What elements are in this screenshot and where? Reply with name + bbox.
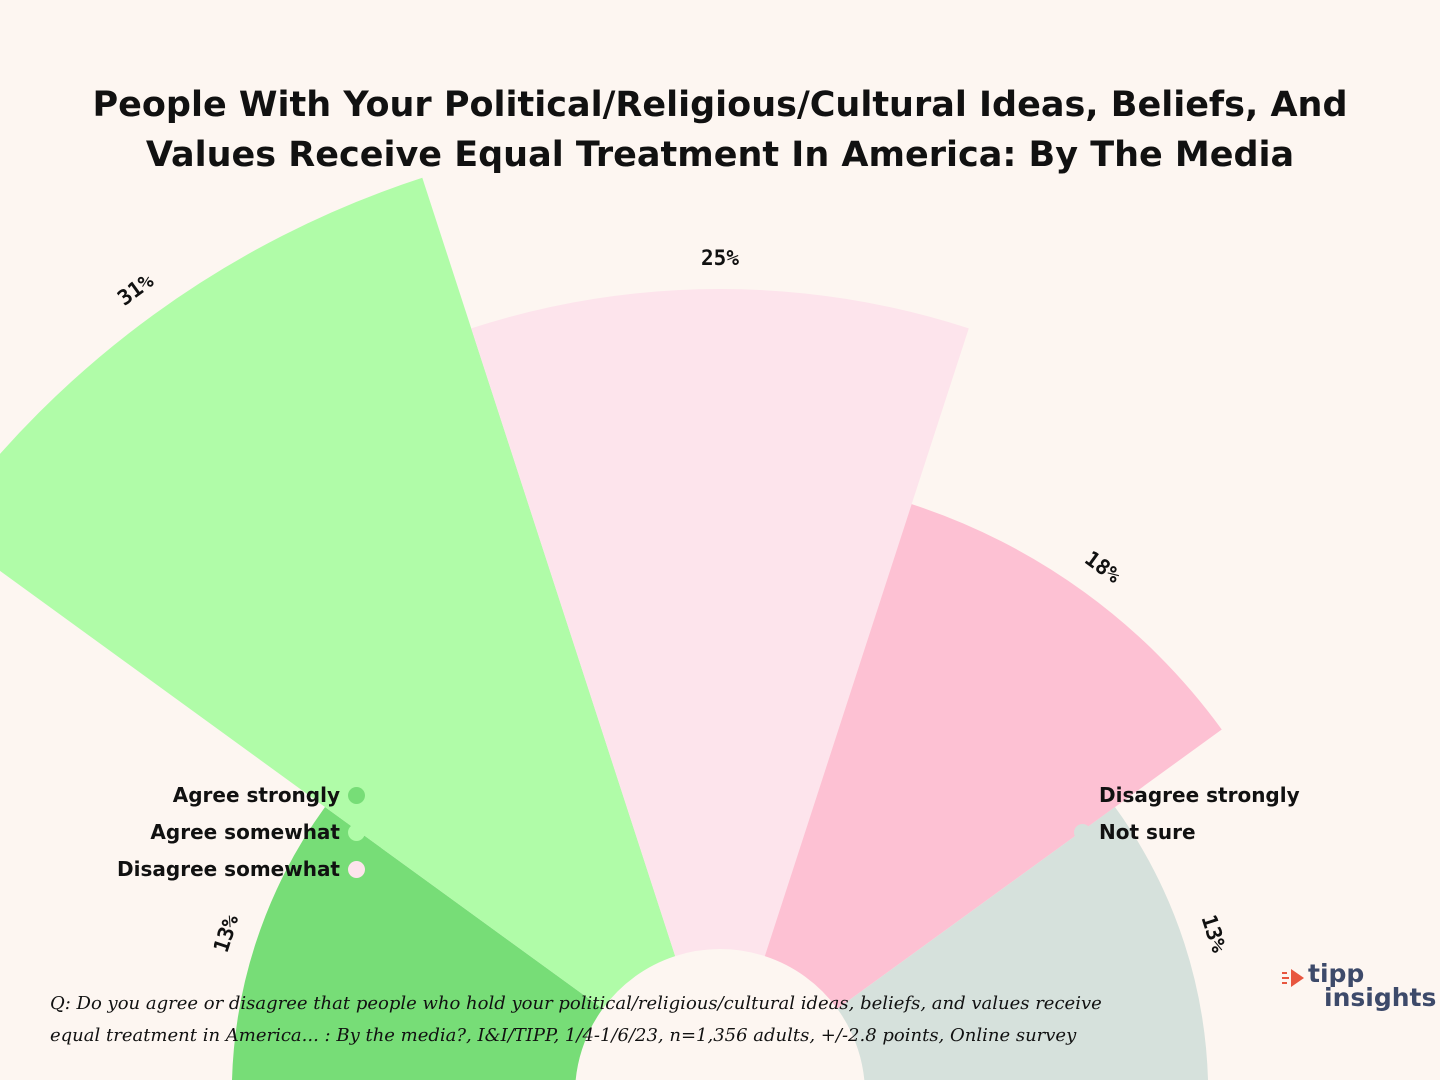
legend-swatch: [1074, 786, 1091, 804]
chart-value-label: 31%: [113, 268, 158, 310]
brand-line-1: tipp: [1308, 959, 1365, 988]
brand-line-2: insights: [1324, 983, 1437, 1012]
brand-wordmark: tipp insights: [1308, 959, 1437, 1012]
chart-title: People With Your Political/Religious/Cul…: [0, 80, 1440, 180]
tipp-insights-logo: tipp insights: [1282, 961, 1436, 1018]
arrow-icon: [1282, 969, 1304, 987]
chart-value-label: 18%: [1080, 546, 1125, 588]
legend-item-disagree-strongly: Disagree strongly: [1074, 780, 1300, 810]
legend-swatch: [348, 786, 365, 804]
legend-label: Agree strongly: [172, 783, 340, 807]
footnote-line-1: Q: Do you agree or disagree that people …: [50, 993, 1102, 1014]
chart-title-line-1: People With Your Political/Religious/Cul…: [92, 85, 1348, 125]
chart-sectors: [0, 177, 1222, 1080]
chart-title-line-2: Values Receive Equal Treatment In Americ…: [145, 135, 1295, 175]
legend-swatch: [1074, 823, 1091, 841]
legend-item-not-sure: Not sure: [1074, 817, 1196, 847]
chart-sector-disagree-somewhat: [471, 288, 969, 957]
legend-item-agree-strongly: Agree strongly: [173, 780, 365, 810]
chart-sector-not-sure: [837, 807, 1208, 1080]
legend-label: Agree somewhat: [150, 820, 340, 844]
footnote-line-2: equal treatment in America... : By the m…: [50, 1025, 1077, 1046]
chart-value-label: 13%: [209, 911, 244, 955]
chart-value-label: 25%: [701, 246, 739, 270]
legend-left: Agree strongly Agree somewhat Disagree s…: [0, 780, 365, 890]
legend-item-agree-somewhat: Agree somewhat: [150, 817, 365, 847]
legend-swatch: [348, 823, 365, 841]
chart-sector-agree-somewhat: [0, 177, 676, 1009]
legend-item-disagree-somewhat: Disagree somewhat: [117, 854, 365, 884]
chart-sector-disagree-strongly: [764, 504, 1222, 1009]
chart-sector-agree-strongly: [232, 807, 603, 1080]
chart-value-label: 13%: [1197, 912, 1232, 956]
legend-right: Disagree strongly Not sure: [1074, 780, 1374, 860]
legend-label: Disagree somewhat: [117, 857, 340, 881]
legend-label: Not sure: [1099, 820, 1196, 844]
legend-label: Disagree strongly: [1099, 783, 1300, 807]
survey-footnote: Q: Do you agree or disagree that people …: [50, 988, 1210, 1052]
legend-swatch: [348, 860, 365, 878]
